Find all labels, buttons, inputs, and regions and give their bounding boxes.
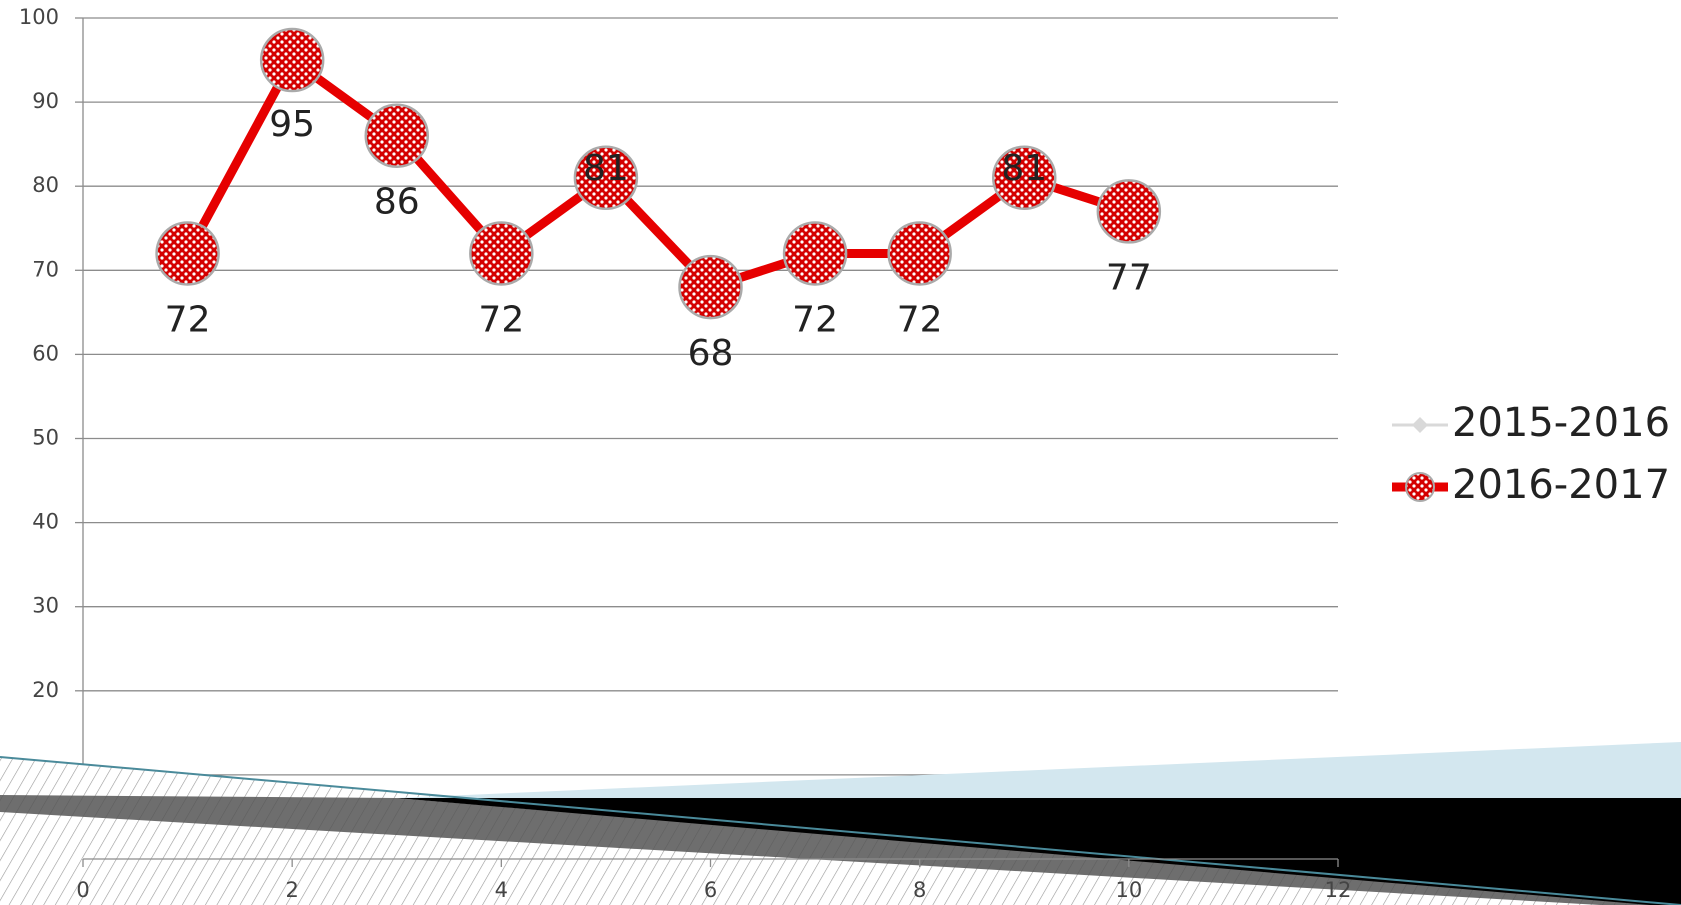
marker: [782, 221, 848, 286]
legend-marker: [1412, 417, 1428, 433]
y-tick-label: 100: [19, 5, 59, 29]
marker: [364, 103, 429, 168]
series-line: [183, 55, 1131, 292]
y-tick-label: 50: [32, 426, 59, 450]
legend-label: 2016-2017: [1452, 462, 1670, 508]
y-tick-label: 60: [32, 341, 59, 365]
marker: [992, 145, 1057, 211]
black-band: [396, 798, 1681, 905]
plot-area: 0102030405060708090100729586728168727281…: [19, 5, 1338, 870]
gray-band: [0, 795, 1681, 905]
marker: [1096, 179, 1162, 244]
y-tick-label: 70: [32, 257, 59, 281]
data-label: 77: [1106, 257, 1152, 298]
data-label: 72: [478, 299, 524, 340]
x-tick-label: 12: [1325, 878, 1352, 902]
x-tick-label: 0: [76, 878, 89, 902]
marker: [259, 27, 325, 93]
data-label: 81: [1001, 148, 1047, 189]
x-tick-label: 8: [913, 878, 926, 902]
x-ticks: 0 2 4 6 8 10 12: [76, 858, 1352, 902]
x-tick-label: 4: [495, 878, 508, 902]
marker: [155, 221, 220, 286]
deco-line: [0, 756, 1681, 905]
y-tick-label: 30: [32, 594, 59, 618]
legend-marker: [1405, 472, 1435, 502]
data-label: 81: [583, 148, 629, 189]
data-label: 72: [165, 299, 211, 340]
marker: [887, 221, 952, 286]
y-tick-label: 40: [32, 510, 59, 534]
marker: [469, 221, 534, 286]
legend-label: 2015-2016: [1452, 400, 1670, 446]
legend: 2015-2016 2016-2017: [1392, 400, 1670, 508]
marker: [678, 254, 743, 320]
y-tick-label: 20: [32, 678, 59, 702]
data-label: 86: [374, 182, 420, 223]
data-label: 72: [792, 299, 838, 340]
x-tick-label: 2: [285, 878, 298, 902]
marker: [573, 145, 639, 211]
data-label: 72: [897, 299, 943, 340]
decoration: [0, 742, 1681, 905]
data-label: 68: [688, 333, 734, 374]
data-label: 95: [269, 104, 315, 145]
y-tick-label: 80: [32, 173, 59, 197]
x-tick-label: 6: [704, 878, 717, 902]
blue-band: [396, 742, 1681, 798]
y-tick-label: 90: [32, 89, 59, 113]
x-tick-label: 10: [1115, 878, 1142, 902]
